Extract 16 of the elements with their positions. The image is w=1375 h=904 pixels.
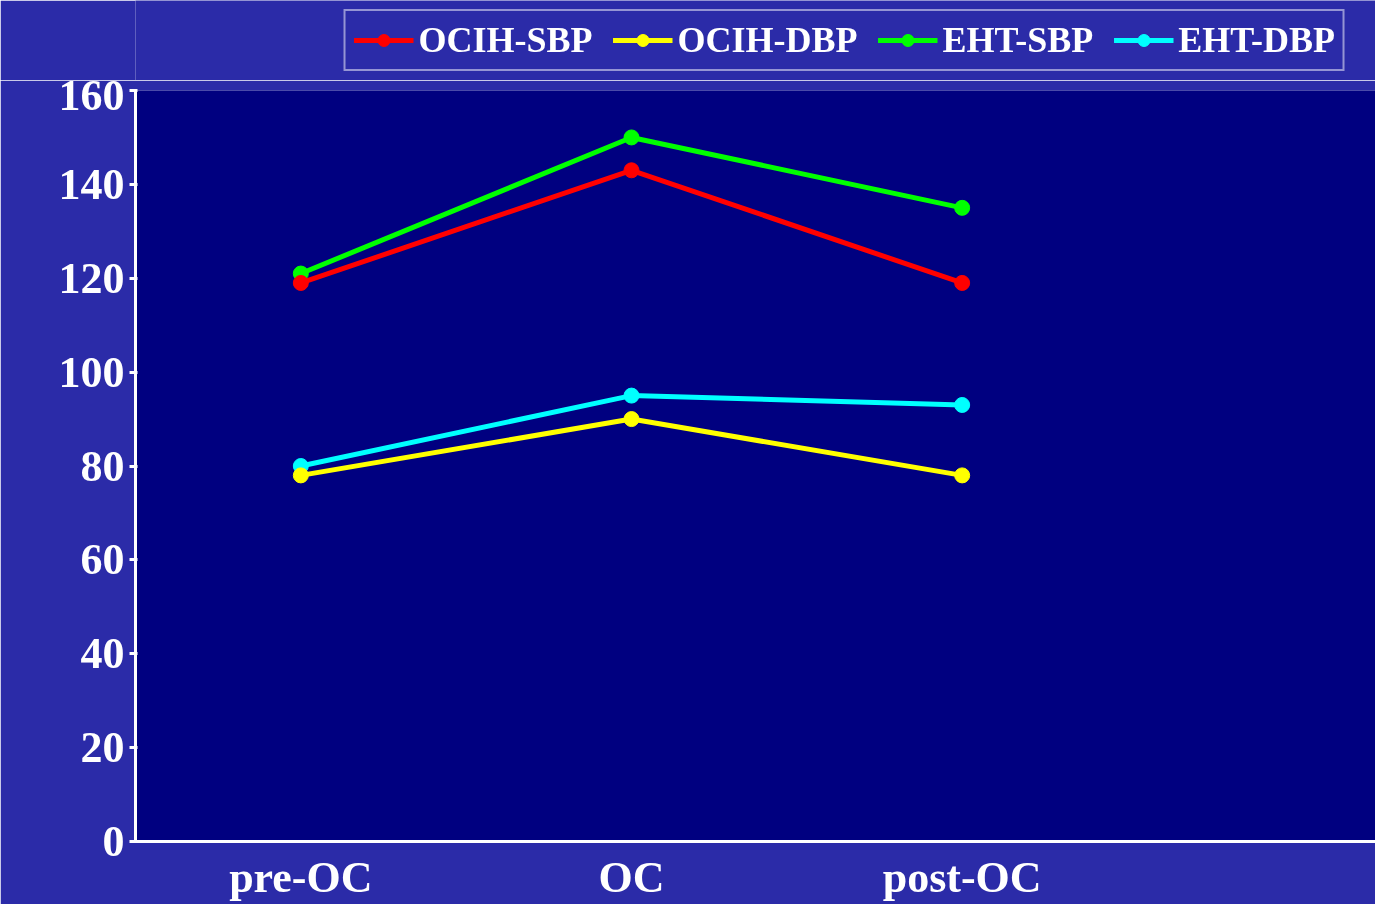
x-tick-label: pre-OC	[229, 852, 373, 902]
legend-label: EHT-DBP	[1178, 19, 1335, 61]
y-tick-label: 0	[102, 817, 125, 866]
legend-label: OCIH-DBP	[677, 19, 858, 61]
y-tick-label: 120	[58, 253, 125, 303]
y-tick-label: 160	[58, 70, 125, 120]
y-tick-label: 60	[80, 535, 125, 585]
x-tick-label: post-OC	[882, 852, 1042, 902]
x-tick-label: OC	[598, 852, 665, 902]
legend-label: OCIH-SBP	[418, 19, 593, 61]
y-tick-label: 100	[58, 347, 125, 397]
y-tick-label: 140	[58, 159, 125, 209]
y-tick-label: 40	[80, 629, 125, 679]
y-tick-label: 20	[80, 723, 125, 773]
legend-label: EHT-SBP	[942, 19, 1094, 61]
y-tick-label: 80	[80, 441, 125, 491]
